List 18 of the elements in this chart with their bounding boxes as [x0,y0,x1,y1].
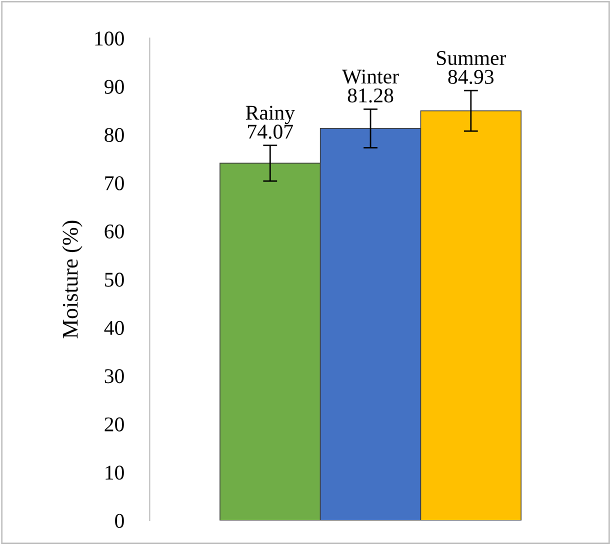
x-tick-label: Rainy [246,106,295,124]
y-tick-label: 80 [104,128,124,142]
data-label: 74.07 [248,124,293,139]
y-tick-label: 70 [105,176,124,190]
y-tick-label: 40 [104,320,124,335]
y-tick-label: 10 [106,466,124,480]
y-tick-label: 90 [104,80,124,94]
data-label: 81.28 [348,88,394,103]
y-tick-label: 0 [115,514,124,528]
x-tick-label: Summer [437,51,506,66]
x-tick-label: Winter [342,70,399,84]
y-axis-title: Moisture (%) [62,220,82,338]
data-label: 84.93 [448,70,494,84]
y-tick-label: 50 [105,272,124,287]
y-tick-label: 100 [95,32,124,46]
y-tick-label: 60 [104,224,124,239]
y-tick-label: 30 [104,369,124,384]
y-tick-label: 20 [104,417,124,432]
